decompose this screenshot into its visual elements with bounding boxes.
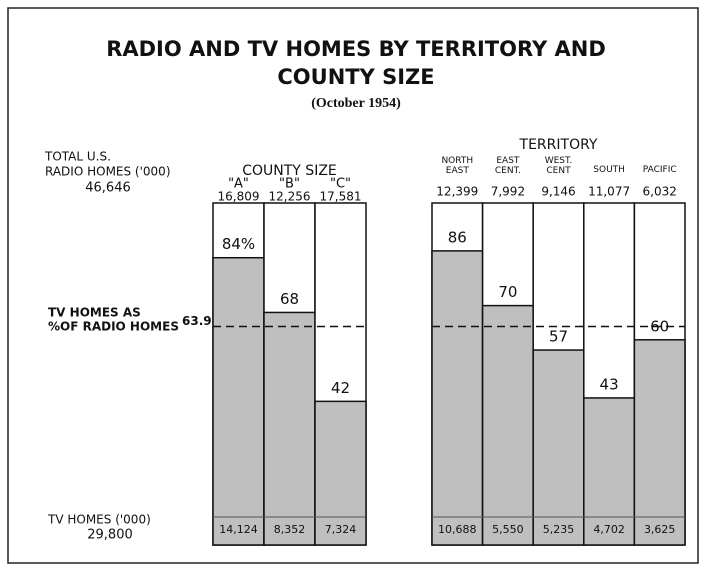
tv-homes: 14,124 [219, 523, 258, 536]
value-label: 57 [549, 328, 568, 346]
chart-title: COUNTY SIZE [277, 65, 434, 89]
radio-homes: 7,992 [491, 185, 525, 199]
bar [532, 349, 585, 546]
bar [431, 250, 484, 546]
row-label: TV HOMES ('000) [47, 513, 151, 527]
value-label: 42 [331, 379, 350, 397]
chart-subtitle: (October 1954) [311, 96, 401, 111]
radio-homes: 6,032 [643, 185, 677, 199]
category-label: EAST CENT. [495, 156, 521, 176]
bar [314, 400, 367, 546]
tv-homes: 3,625 [644, 523, 676, 536]
bar [481, 304, 534, 546]
tv-homes: 8,352 [274, 523, 306, 536]
group-title: TERRITORY [519, 137, 598, 153]
value-label: 68 [280, 290, 299, 308]
row-label: RADIO HOMES ('000) [45, 165, 171, 179]
bar [633, 339, 686, 546]
tv-homes: 10,688 [438, 523, 477, 536]
radio-homes: 11,077 [588, 185, 630, 199]
category-label: PACIFIC [643, 165, 677, 175]
group-title: COUNTY SIZE [242, 163, 337, 179]
bar [212, 256, 265, 546]
tv-homes: 7,324 [325, 523, 357, 536]
value-label: 84% [222, 235, 255, 253]
category-label: WEST. CENT [545, 156, 573, 176]
category-label: "C" [330, 177, 351, 192]
value-label: 43 [600, 375, 619, 393]
category-label: "A" [228, 177, 249, 192]
total-label: 29,800 [87, 528, 133, 543]
total-label: 46,646 [85, 181, 131, 196]
radio-homes: 12,256 [269, 190, 311, 204]
tv-homes: 4,702 [593, 523, 625, 536]
tv-homes: 5,235 [543, 523, 575, 536]
bar [263, 311, 316, 546]
row-label: TV HOMES AS [48, 306, 141, 320]
radio-homes: 9,146 [541, 185, 575, 199]
row-label: %OF RADIO HOMES [48, 320, 179, 334]
tv-homes: 5,550 [492, 523, 524, 536]
category-label: SOUTH [593, 165, 625, 175]
radio-homes: 16,809 [218, 190, 260, 204]
reference-value: 63.9 [182, 314, 212, 328]
category-label: "B" [279, 177, 300, 192]
bar [583, 397, 636, 546]
radio-homes: 17,581 [320, 190, 362, 204]
value-label: 86 [448, 228, 467, 246]
category-label: NORTH EAST [441, 156, 473, 176]
chart-title: RADIO AND TV HOMES BY TERRITORY AND [106, 37, 606, 61]
row-label: TOTAL U.S. [44, 150, 111, 164]
value-label: 70 [498, 283, 517, 301]
radio-homes: 12,399 [436, 185, 478, 199]
